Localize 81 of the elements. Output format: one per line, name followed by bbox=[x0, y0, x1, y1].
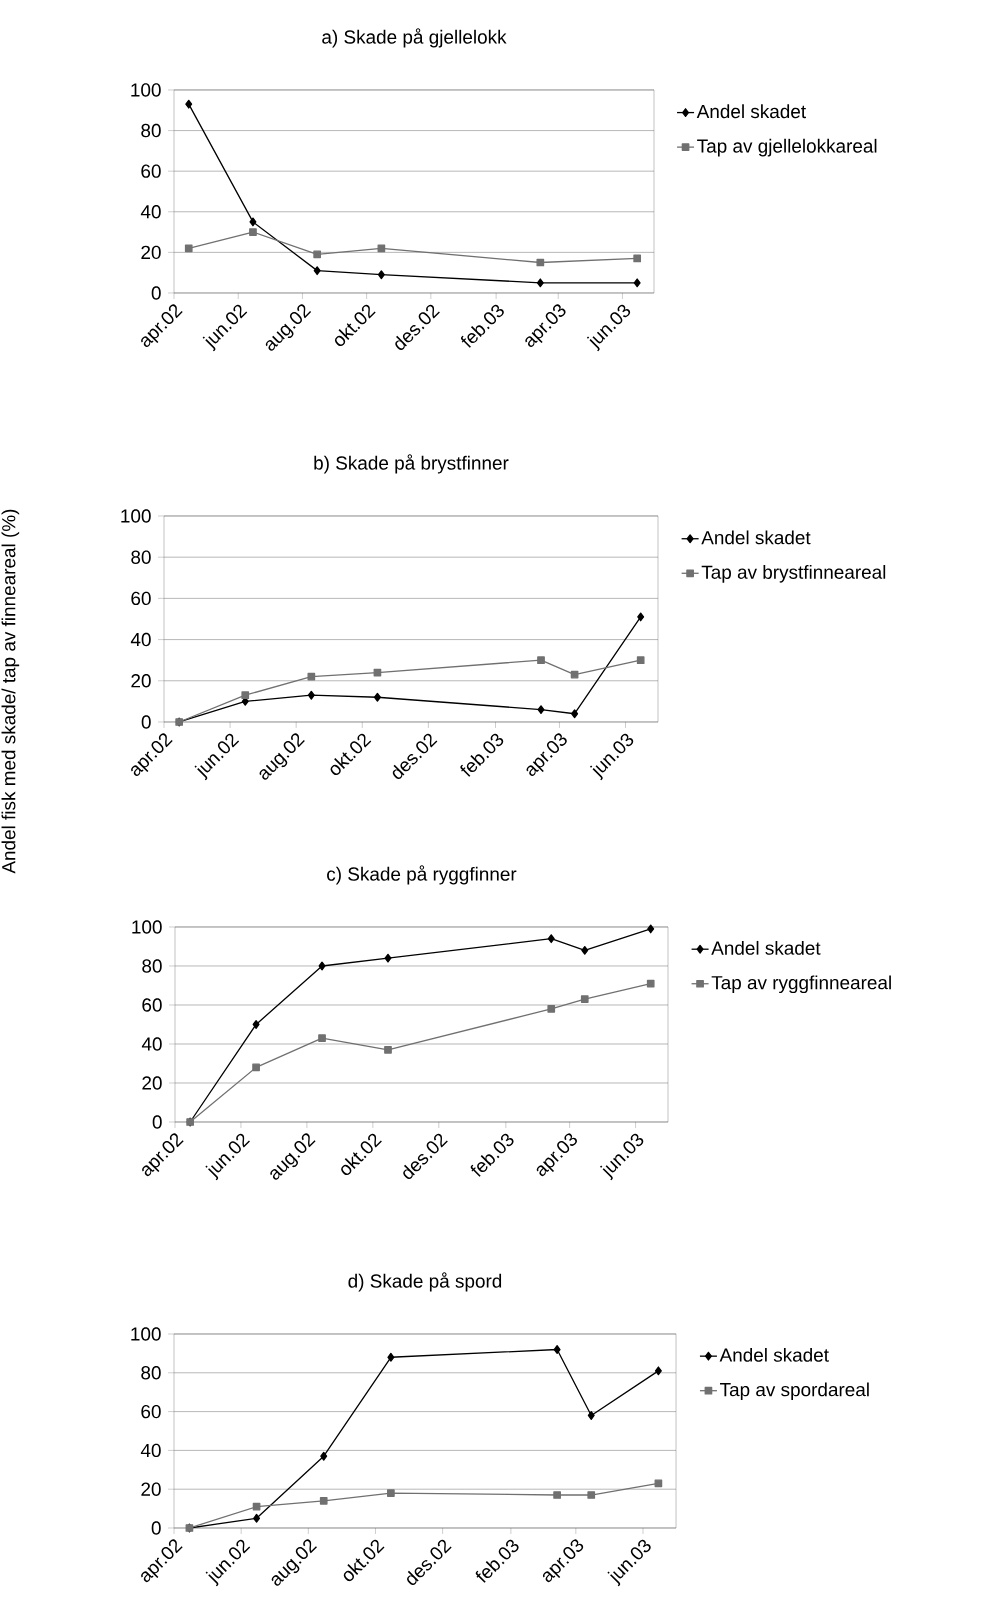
point bbox=[536, 278, 544, 288]
y-tick-label: 100 bbox=[131, 83, 161, 97]
legend-label: Tap av brystfinneareal bbox=[701, 565, 886, 583]
y-tick-label: 40 bbox=[141, 1037, 162, 1051]
point bbox=[537, 705, 545, 715]
y-tick-label: 60 bbox=[141, 1404, 161, 1419]
y-tick-label: 60 bbox=[141, 164, 161, 178]
y-tick-label: 40 bbox=[130, 632, 151, 647]
point bbox=[587, 1411, 595, 1420]
point bbox=[633, 254, 642, 263]
y-tick-label: 0 bbox=[151, 286, 161, 300]
point bbox=[387, 1352, 395, 1362]
point bbox=[313, 266, 321, 276]
y-axis-title: Andel fisk med skade/ tap av finneareal (%) bbox=[1, 509, 20, 874]
y-tick-label: 20 bbox=[141, 245, 161, 260]
y-tick-label: 60 bbox=[142, 998, 162, 1012]
point bbox=[319, 1496, 328, 1505]
point bbox=[384, 1045, 392, 1054]
y-tick-label: 0 bbox=[151, 1521, 161, 1535]
point bbox=[553, 1491, 561, 1499]
point bbox=[253, 1513, 261, 1523]
y-tick-label: 80 bbox=[141, 123, 161, 138]
y-tick-label: 100 bbox=[132, 920, 162, 934]
point bbox=[318, 1034, 326, 1042]
legend-label: Tap av spordareal bbox=[720, 1382, 869, 1401]
point bbox=[547, 934, 555, 944]
point bbox=[647, 924, 655, 934]
point bbox=[580, 995, 589, 1003]
y-tick-label: 100 bbox=[121, 509, 151, 523]
y-tick-label: 60 bbox=[131, 591, 151, 606]
point bbox=[553, 1345, 561, 1354]
legend-label: Tap av gjellelokkareal bbox=[697, 138, 877, 157]
y-tick-label: 0 bbox=[141, 715, 151, 729]
point bbox=[318, 961, 326, 971]
y-tick-label: 40 bbox=[140, 1443, 161, 1458]
point bbox=[185, 99, 193, 109]
y-tick-label: 40 bbox=[140, 205, 161, 219]
legend-label: Andel skadet bbox=[701, 530, 811, 545]
point bbox=[252, 1063, 260, 1072]
y-tick-label: 20 bbox=[131, 674, 151, 688]
point bbox=[571, 709, 579, 719]
point bbox=[241, 691, 250, 700]
point bbox=[320, 1451, 328, 1461]
chart-title: b) Skade på brystfinner bbox=[314, 454, 509, 474]
y-tick-label: 80 bbox=[131, 550, 151, 564]
point bbox=[637, 612, 645, 622]
point bbox=[536, 258, 545, 267]
y-tick-label: 20 bbox=[142, 1076, 162, 1090]
y-tick-label: 80 bbox=[142, 959, 162, 973]
legend-label: Andel skadet bbox=[719, 1347, 829, 1362]
y-tick-label: 0 bbox=[152, 1115, 162, 1129]
point bbox=[377, 270, 385, 280]
y-tick-label: 80 bbox=[141, 1366, 161, 1380]
chart-title: a) Skade på gjellelokk bbox=[322, 28, 507, 48]
point bbox=[633, 278, 641, 288]
point bbox=[377, 244, 386, 253]
chart-title: d) Skade på spord bbox=[348, 1272, 502, 1292]
point bbox=[547, 1005, 556, 1013]
y-tick-label: 20 bbox=[141, 1482, 161, 1496]
point bbox=[654, 1366, 662, 1376]
legend-label: Tap av ryggfinneareal bbox=[711, 975, 891, 994]
point bbox=[587, 1491, 596, 1499]
legend-label: Andel skadet bbox=[696, 104, 806, 119]
point bbox=[537, 656, 545, 665]
point bbox=[249, 217, 257, 227]
point bbox=[252, 1502, 261, 1511]
point bbox=[387, 1489, 395, 1497]
point bbox=[581, 945, 589, 955]
y-tick-label: 100 bbox=[131, 1327, 161, 1341]
point bbox=[313, 250, 322, 259]
point bbox=[636, 656, 645, 665]
point bbox=[184, 244, 193, 253]
point bbox=[307, 672, 316, 681]
point bbox=[252, 1020, 260, 1029]
point bbox=[307, 690, 315, 700]
point bbox=[384, 953, 392, 963]
point bbox=[646, 979, 655, 988]
point bbox=[373, 692, 381, 702]
legend-label: Andel skadet bbox=[711, 940, 821, 955]
point bbox=[249, 228, 257, 236]
chart-title: c) Skade på ryggfinner bbox=[327, 865, 517, 885]
